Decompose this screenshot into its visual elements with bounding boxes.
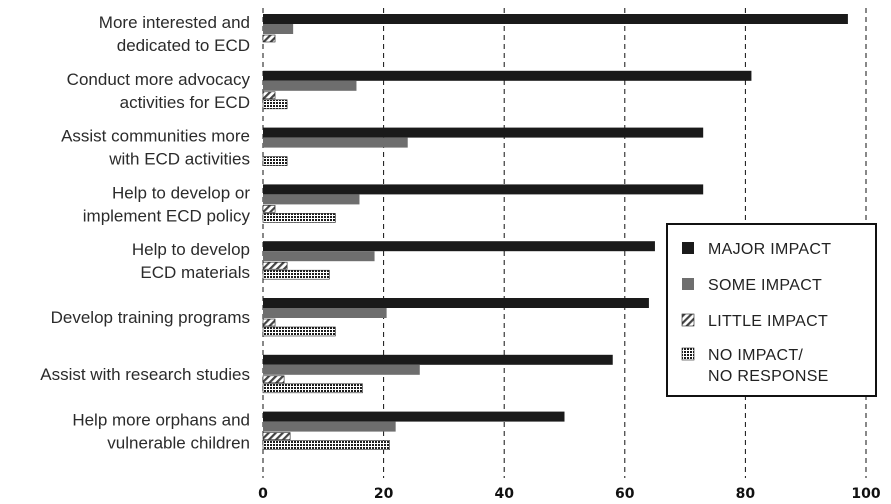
bar: [262, 440, 390, 450]
bar: [263, 298, 649, 308]
category-label: Help more orphans and vulnerable children: [72, 411, 250, 453]
legend: MAJOR IMPACT SOME IMPACT LITTLE IMPACT NO I…: [666, 223, 877, 397]
legend-swatch: [682, 278, 694, 290]
bar: [262, 213, 336, 223]
legend-label: LITTLE IMPACT: [708, 313, 828, 330]
x-tick-label: 100: [851, 486, 880, 502]
bar: [263, 24, 294, 34]
bar: [263, 184, 704, 195]
bar: [263, 411, 565, 422]
bar: [262, 34, 276, 43]
category-label: More interested and dedicated to ECD: [99, 13, 250, 55]
category-label: Assist with research studies: [40, 365, 250, 384]
category-label: Develop training programs: [51, 308, 250, 327]
bar: [262, 269, 330, 280]
bar: [262, 326, 336, 337]
legend-box: [666, 223, 877, 397]
bar: [262, 261, 288, 270]
bars: [262, 14, 848, 450]
bar: [263, 308, 387, 318]
x-tick-label: 40: [494, 486, 514, 502]
bar: [262, 99, 288, 110]
bar: [262, 383, 363, 394]
bar: [262, 375, 285, 384]
category-label: Conduct more advocacy activities for ECD: [67, 70, 251, 112]
x-tick-label: 60: [615, 486, 635, 502]
bar: [263, 137, 408, 148]
category-label: Assist communities more with ECD activiti…: [61, 127, 250, 169]
legend-swatch: [681, 347, 695, 361]
x-axis-ticks: 0 20 40 60 80 100: [258, 486, 881, 502]
legend-label: NO IMPACT/NO RESPONSE: [708, 347, 829, 385]
bar: [263, 364, 420, 375]
bar: [262, 156, 288, 166]
legend-swatch: [681, 313, 695, 327]
bar: [262, 432, 291, 440]
bar: [262, 91, 276, 100]
category-label: Help to develop or implement ECD policy: [83, 183, 251, 225]
bar: [263, 127, 704, 138]
category-label: Help to develop ECD materials: [132, 240, 250, 282]
legend-swatch: [682, 242, 694, 254]
x-tick-label: 80: [736, 486, 756, 502]
bar: [262, 318, 276, 327]
bar: [263, 421, 396, 432]
category-labels: More interested and dedicated to ECD Condu…: [40, 13, 250, 453]
bar: [263, 70, 752, 81]
x-tick-label: 0: [258, 486, 268, 502]
bar: [262, 205, 276, 213]
bar: [263, 80, 357, 91]
legend-label: SOME IMPACT: [708, 277, 822, 294]
bar: [263, 14, 848, 24]
bar: [263, 251, 375, 262]
bar: [263, 354, 613, 365]
x-tick-label: 20: [374, 486, 394, 502]
legend-label: MAJOR IMPACT: [708, 241, 831, 258]
bar: [263, 241, 655, 252]
bar: [263, 194, 360, 205]
